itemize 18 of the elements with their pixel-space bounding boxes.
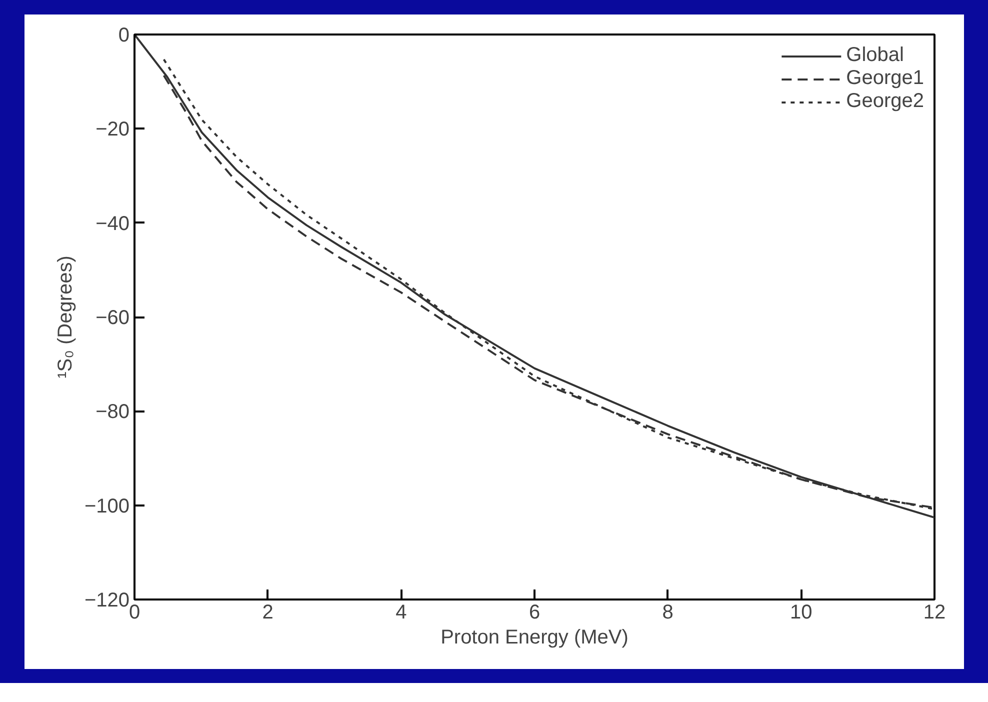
x-tick-label: 12 [923, 602, 946, 624]
x-tick-label: 2 [262, 602, 274, 624]
legend-label: George1 [846, 67, 924, 90]
x-axis-title: Proton Energy (MeV) [440, 626, 628, 648]
y-axis-title: ¹S₀ (Degrees) [54, 256, 76, 378]
y-tick-label: −40 [96, 212, 130, 235]
x-tick-label: 8 [662, 602, 674, 624]
y-tick-label: 0 [118, 24, 130, 46]
legend-label: George2 [846, 90, 924, 113]
y-tick-label: −20 [96, 118, 130, 141]
legend-label: Global [846, 44, 904, 67]
x-tick-label: 10 [790, 602, 812, 624]
y-tick-label: −100 [84, 495, 130, 518]
x-tick-label: 4 [396, 602, 407, 624]
y-tick-label: −120 [84, 590, 130, 612]
x-tick-label: 6 [528, 602, 540, 624]
y-tick-label: −80 [96, 401, 130, 424]
y-tick-label: −60 [96, 307, 130, 329]
